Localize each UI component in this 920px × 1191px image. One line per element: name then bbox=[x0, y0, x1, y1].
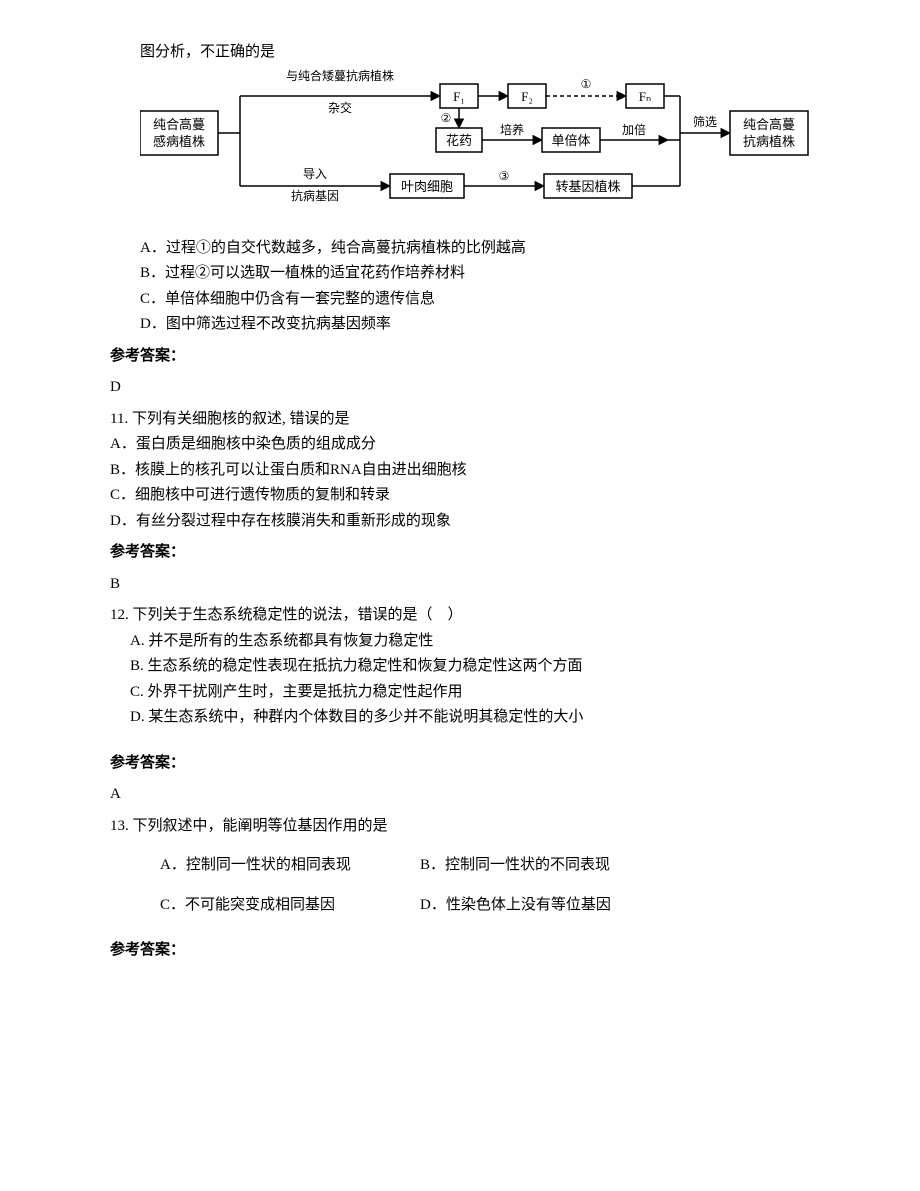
q13-ans-label: 参考答案： bbox=[110, 938, 860, 964]
import2: 抗病基因 bbox=[291, 188, 339, 203]
select: 筛选 bbox=[693, 114, 717, 129]
lbl-cross2: 杂交 bbox=[328, 100, 352, 115]
double: 加倍 bbox=[622, 122, 646, 137]
culture: 培养 bbox=[500, 122, 524, 137]
q12-ans-label: 参考答案： bbox=[110, 751, 860, 777]
q11-ans-label: 参考答案： bbox=[110, 540, 860, 566]
f2: F₂ bbox=[521, 89, 533, 104]
src-l1: 纯合高蔓 bbox=[153, 117, 205, 132]
goal-l1: 纯合高蔓 bbox=[743, 117, 795, 132]
q10-opt-b: B．过程②可以选取一植株的适宜花药作培养材料 bbox=[140, 261, 860, 287]
q10-opt-a: A．过程①的自交代数越多，纯合高蔓抗病植株的比例越高 bbox=[140, 236, 860, 262]
q13-opt-c: C．不可能突变成相同基因 bbox=[160, 893, 420, 919]
q13-stem: 13. 下列叙述中，能阐明等位基因作用的是 bbox=[110, 814, 860, 840]
circ3: ③ bbox=[499, 169, 510, 183]
q12-stem: 12. 下列关于生态系统稳定性的说法，错误的是（ ） bbox=[110, 603, 860, 629]
q11-stem: 11. 下列有关细胞核的叙述, 错误的是 bbox=[110, 407, 860, 433]
q10-opt-c: C．单倍体细胞中仍含有一套完整的遗传信息 bbox=[140, 287, 860, 313]
q10-stem: 图分析，不正确的是 bbox=[140, 40, 860, 66]
q13-opt-d: D．性染色体上没有等位基因 bbox=[420, 893, 680, 919]
q12-ans: A bbox=[110, 782, 860, 808]
f1: F₁ bbox=[453, 89, 465, 104]
goal-l2: 抗病植株 bbox=[743, 134, 795, 149]
q11-ans: B bbox=[110, 572, 860, 598]
q11-opt-c: C．细胞核中可进行遗传物质的复制和转录 bbox=[110, 483, 860, 509]
leaf: 叶肉细胞 bbox=[401, 179, 453, 194]
q10-opt-d: D．图中筛选过程不改变抗病基因频率 bbox=[140, 312, 860, 338]
fn: Fₙ bbox=[639, 89, 651, 104]
q12-opt-c: C. 外界干扰刚产生时，主要是抵抗力稳定性起作用 bbox=[130, 680, 860, 706]
import1: 导入 bbox=[303, 167, 327, 181]
q13-opt-b: B．控制同一性状的不同表现 bbox=[420, 853, 680, 879]
circ2: ② bbox=[441, 111, 452, 125]
anther: 花药 bbox=[446, 133, 472, 148]
q12-opt-d: D. 某生态系统中，种群内个体数目的多少并不能说明其稳定性的大小 bbox=[130, 705, 860, 731]
q11-opt-d: D．有丝分裂过程中存在核膜消失和重新形成的现象 bbox=[110, 509, 860, 535]
q10-flowchart: 纯合高蔓 感病植株 与纯合矮蔓抗病植株 杂交 F₁ F₂ ① Fₙ ② 花药 培… bbox=[140, 66, 860, 226]
q10-ans-label: 参考答案： bbox=[110, 344, 860, 370]
q10-ans: D bbox=[110, 375, 860, 401]
circ1: ① bbox=[581, 77, 592, 91]
src-l2: 感病植株 bbox=[153, 134, 205, 149]
q13-opt-a: A．控制同一性状的相同表现 bbox=[160, 853, 420, 879]
lbl-cross1: 与纯合矮蔓抗病植株 bbox=[286, 68, 394, 83]
q12-opt-b: B. 生态系统的稳定性表现在抵抗力稳定性和恢复力稳定性这两个方面 bbox=[130, 654, 860, 680]
trans: 转基因植株 bbox=[555, 179, 620, 194]
q11-opt-b: B．核膜上的核孔可以让蛋白质和RNA自由进出细胞核 bbox=[110, 458, 860, 484]
q12-opt-a: A. 并不是所有的生态系统都具有恢复力稳定性 bbox=[130, 629, 860, 655]
haploid: 单倍体 bbox=[551, 133, 590, 148]
q11-opt-a: A．蛋白质是细胞核中染色质的组成成分 bbox=[110, 432, 860, 458]
